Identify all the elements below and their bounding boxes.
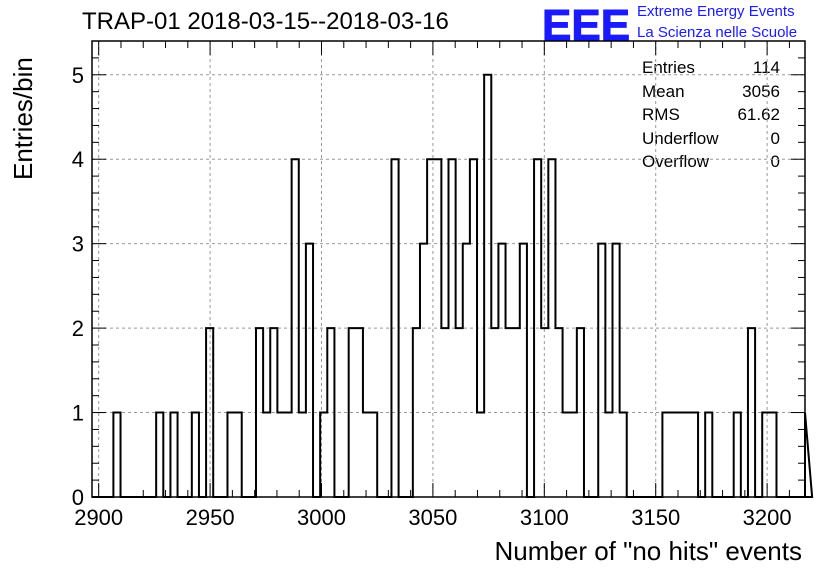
x-tick-label: 3100 bbox=[520, 505, 569, 530]
stat-value: 114 bbox=[752, 58, 780, 77]
stat-underflow: Underflow 0 bbox=[642, 129, 780, 153]
y-tick-label: 3 bbox=[72, 232, 84, 257]
eee-logo: EEE bbox=[542, 2, 631, 44]
stat-value: 0 bbox=[770, 128, 780, 148]
y-tick-label: 2 bbox=[72, 316, 84, 341]
y-tick-label: 0 bbox=[72, 485, 84, 510]
stat-overflow: Overflow 0 bbox=[642, 152, 780, 176]
tick-labels: 2900 2950 3000 3050 3100 3150 3200 0 1 2 3 4 5 bbox=[72, 63, 792, 530]
stat-rms: RMS 61.62 bbox=[642, 105, 780, 129]
chart-title: TRAP-01 2018-03-15--2018-03-16 bbox=[82, 8, 449, 35]
stat-value: 61.62 bbox=[737, 105, 780, 124]
logo-line-2: La Scienza nelle Scuole bbox=[637, 24, 798, 41]
eee-logo-mark: EEE bbox=[542, 2, 630, 44]
stat-label: RMS bbox=[642, 105, 680, 124]
stat-value: 3056 bbox=[742, 81, 780, 101]
x-tick-label: 3200 bbox=[743, 505, 792, 530]
y-tick-label: 4 bbox=[72, 147, 84, 172]
stat-label: Overflow bbox=[642, 152, 710, 171]
plot-frame bbox=[91, 40, 806, 498]
stat-value: 0 bbox=[770, 152, 780, 171]
stat-label: Underflow bbox=[642, 128, 719, 148]
x-tick-label: 3150 bbox=[631, 505, 680, 530]
logo-line-1: Extreme Energy Events bbox=[637, 3, 795, 20]
x-axis-label: Number of "no hits" events bbox=[494, 536, 803, 566]
axis-ticks bbox=[92, 40, 805, 498]
histogram-outline bbox=[92, 73, 814, 498]
x-tick-label: 3050 bbox=[408, 505, 457, 530]
y-tick-label: 5 bbox=[72, 63, 84, 88]
x-tick-label: 3000 bbox=[297, 505, 346, 530]
y-tick-label: 1 bbox=[72, 401, 84, 426]
stat-label: Mean bbox=[642, 81, 685, 101]
stat-mean: Mean 3056 bbox=[642, 82, 780, 106]
x-tick-label: 2900 bbox=[74, 505, 123, 530]
y-axis-label: Entries/bin bbox=[8, 57, 38, 180]
x-tick-label: 2950 bbox=[186, 505, 235, 530]
